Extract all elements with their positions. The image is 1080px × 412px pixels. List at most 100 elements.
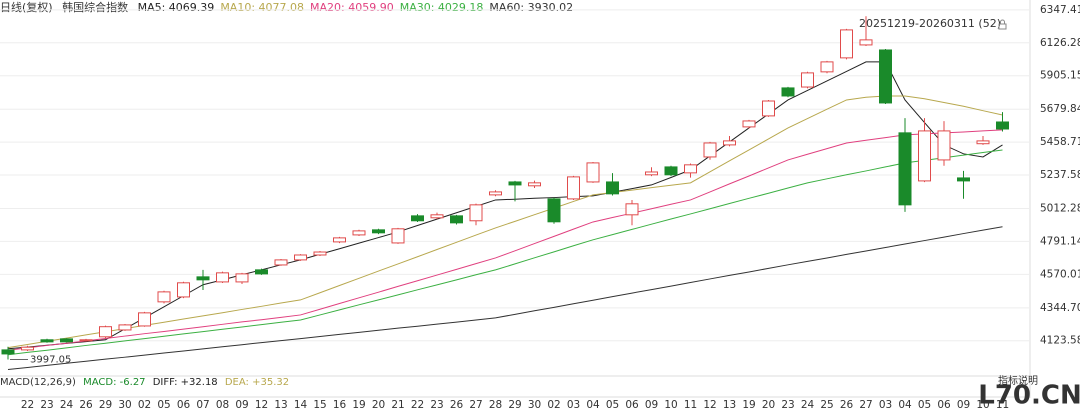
candle-body (567, 176, 580, 200)
indicator-header: MACD(12,26,9) MACD: -6.27 DIFF: +32.18 D… (0, 377, 289, 388)
candle-body (118, 324, 132, 331)
x-tick-label: 06 (937, 399, 951, 411)
x-tick-label: 30 (528, 399, 541, 411)
candle-body (157, 291, 171, 303)
candle-body (723, 140, 736, 146)
candle-body (489, 191, 502, 196)
indicator-button[interactable]: 指标说明 (998, 374, 1038, 387)
candle-body (255, 269, 268, 275)
x-tick-label: 04 (586, 399, 600, 411)
x-tick-label: 26 (450, 399, 464, 411)
candle-body (937, 130, 951, 161)
x-tick-label: 03 (567, 399, 580, 411)
y-tick-label: 4123.58 (1040, 335, 1080, 347)
x-tick-label: 12 (255, 399, 268, 411)
candle-body (313, 251, 327, 256)
candle-body (664, 166, 678, 176)
ma-line (7, 226, 1003, 371)
x-tick-label: 28 (489, 399, 502, 411)
candle-body (625, 203, 639, 216)
candle-body (898, 132, 912, 206)
candle-body (781, 87, 795, 97)
candle-body (586, 162, 600, 183)
candle-body (703, 142, 717, 158)
x-tick-label: 10 (976, 399, 989, 411)
candle-body (430, 214, 444, 219)
moving-averages (7, 61, 1003, 371)
legend-entry: MA20: 4059.90 (310, 1, 394, 14)
candle-body (996, 121, 1009, 130)
y-tick-label: 4570.01 (1040, 268, 1080, 280)
x-tick-label: 09 (645, 399, 658, 411)
candle-body (79, 339, 93, 342)
grid (0, 9, 1030, 342)
indicator-value: DEA: +35.32 (225, 377, 289, 388)
candle-body (606, 181, 619, 195)
x-tick-label: 21 (391, 399, 404, 411)
x-tick-label: 24 (801, 399, 815, 411)
low-annotation: 3997.05 (30, 355, 71, 366)
candle-body (801, 72, 814, 88)
y-tick-label: 4791.14 (1040, 235, 1080, 247)
candle-body (762, 100, 775, 117)
candle-body (40, 339, 54, 343)
candle-body (196, 276, 210, 281)
candle-body (976, 140, 990, 145)
indicator-value: MACD: -6.27 (83, 377, 145, 388)
candle-body (99, 326, 112, 338)
candle-body (216, 272, 229, 283)
candle-body (60, 338, 73, 343)
candle-body (177, 282, 190, 298)
x-tick-label: 05 (157, 399, 170, 411)
x-tick-label: 08 (216, 399, 229, 411)
x-tick-label: 30 (118, 399, 131, 411)
y-tick-label: 5458.71 (1040, 136, 1080, 148)
x-tick-label: 13 (274, 399, 287, 411)
x-tick-label: 22 (411, 399, 424, 411)
x-tick-label: 27 (469, 399, 482, 411)
candle-body (547, 198, 561, 223)
legend-entry: MA5: 4069.39 (138, 1, 215, 14)
candle-body (469, 204, 483, 222)
x-tick-label: 06 (625, 399, 639, 411)
y-tick-label: 6347.41 (1040, 4, 1080, 16)
candle-body (528, 182, 541, 187)
x-tick-label: 05 (918, 399, 931, 411)
candle-body (645, 171, 658, 176)
x-tick-label: 14 (294, 399, 308, 411)
candle-body (391, 228, 405, 244)
header: 日线(复权) 韩国综合指数 MA5: 4069.39 MA10: 4077.08 M… (0, 0, 573, 14)
legend-entry: MA10: 4077.08 (220, 1, 304, 14)
y-tick-label: 5679.84 (1040, 103, 1080, 115)
x-tick-label: 20 (762, 399, 775, 411)
candle-body (508, 181, 522, 186)
legend-entry: MA30: 4029.18 (400, 1, 484, 14)
candle-body (372, 229, 385, 234)
x-tick-label: 13 (723, 399, 736, 411)
candle-body (235, 273, 249, 283)
y-tick-label: 5905.15 (1040, 70, 1080, 82)
x-tick-label: 20 (372, 399, 385, 411)
candle-body (742, 120, 756, 128)
chart-title: 日线(复权) (0, 0, 53, 14)
candle-body (957, 177, 970, 182)
y-tick-label: 5237.58 (1040, 169, 1080, 181)
x-tick-label: 24 (60, 399, 74, 411)
candle-body (820, 61, 834, 73)
x-tick-label: 19 (742, 399, 755, 411)
x-tick-label: 04 (898, 399, 912, 411)
x-tick-label: 05 (606, 399, 619, 411)
x-tick-label: 02 (547, 399, 560, 411)
x-tick-label: 25 (820, 399, 833, 411)
y-tick-label: 4344.70 (1040, 302, 1080, 314)
indicator-label: MACD(12,26,9) (0, 377, 76, 388)
legend: MA5: 4069.39 MA10: 4077.08 MA20: 4059.90 MA… (138, 1, 574, 14)
y-tick-label: 5012.28 (1040, 203, 1080, 215)
x-tick-label: 29 (99, 399, 112, 411)
x-tick-label: 02 (138, 399, 151, 411)
lock-icon[interactable] (998, 19, 1007, 30)
watermark: L70.CN (978, 381, 1080, 411)
legend-entry: MA60: 3930.02 (489, 1, 573, 14)
x-tick-label: 09 (957, 399, 970, 411)
